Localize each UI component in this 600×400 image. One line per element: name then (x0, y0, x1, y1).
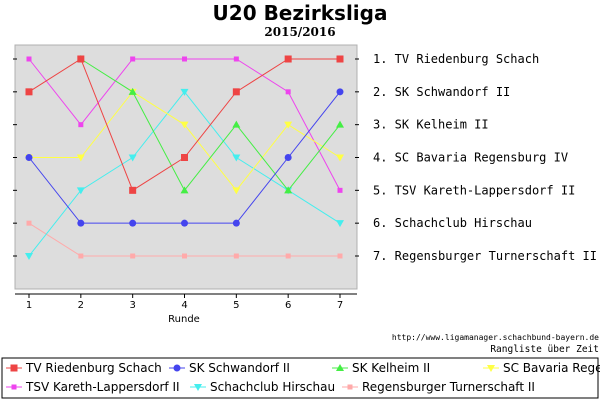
data-point (129, 219, 137, 227)
legend-marker (11, 384, 17, 390)
data-point (25, 253, 33, 260)
rank-label: 6. Schachclub Hirschau (373, 216, 532, 230)
data-point (336, 154, 344, 162)
data-point (181, 154, 188, 161)
x-tick-label: 4 (181, 300, 187, 311)
series-2 (25, 88, 344, 227)
y-tick-marks (13, 58, 359, 257)
data-point (180, 88, 189, 96)
legend-label: TV Riedenburg Schach (25, 361, 162, 375)
data-point (128, 87, 137, 95)
data-point (182, 56, 187, 62)
rank-label: 7. Regensburger Turnerschaft II (373, 249, 597, 263)
rank-label: 2. SK Schwandorf II (373, 85, 510, 99)
x-tick-label: 1 (26, 300, 32, 311)
rank-labels: 1. TV Riedenburg Schach 2. SK Schwandorf … (373, 52, 597, 263)
data-point (337, 187, 343, 193)
data-point (25, 154, 33, 161)
data-point (336, 88, 344, 96)
data-point (284, 121, 293, 129)
data-point (232, 154, 241, 162)
legend-marker (487, 365, 495, 372)
legend-item: SK Schwandorf II (169, 361, 290, 375)
data-point (336, 55, 344, 63)
rank-label: 4. SC Bavaria Regensburg IV (373, 151, 568, 165)
legend-label: TSV Kareth-Lappersdorf II (25, 380, 180, 394)
legend-marker (347, 384, 353, 390)
legend-marker (10, 364, 18, 372)
legend-marker (194, 384, 202, 391)
legend-marker (173, 364, 181, 372)
plot-area (14, 44, 358, 290)
data-point (284, 186, 293, 194)
data-point (232, 219, 240, 227)
legend-item: SC Bavaria Regensburg IV (483, 361, 600, 375)
legend-item: Schachclub Hirschau (190, 380, 335, 394)
legend-label: Regensburger Turnerschaft II (362, 380, 535, 394)
data-point (285, 253, 291, 259)
series-7 (26, 220, 343, 259)
legend-item: TSV Kareth-Lappersdorf II (6, 380, 180, 394)
chart-title: U20 Bezirksliga (213, 1, 388, 25)
data-point (233, 253, 239, 259)
data-point (232, 120, 241, 128)
legend-label: Schachclub Hirschau (210, 380, 335, 394)
data-point (130, 253, 136, 259)
chart-subtitle: 2015/2016 (264, 25, 335, 39)
x-tick-label: 5 (233, 300, 239, 311)
legend: TV Riedenburg Schach SK Schwandorf II SK K… (6, 361, 600, 394)
data-point (78, 253, 84, 259)
x-tick-label: 6 (285, 300, 291, 311)
data-point (76, 154, 85, 162)
data-point (77, 55, 85, 63)
legend-item: TV Riedenburg Schach (6, 361, 162, 375)
series-5 (26, 56, 343, 193)
legend-item: SK Kelheim II (332, 361, 430, 375)
x-tick-label: 3 (129, 300, 135, 311)
data-point (26, 56, 32, 62)
data-point (77, 219, 85, 227)
legend-label: SK Kelheim II (352, 361, 430, 375)
data-point (233, 56, 239, 62)
chart-caption: Rangliste über Zeit (490, 344, 599, 355)
data-point (129, 186, 137, 194)
data-point (285, 89, 291, 95)
data-point (180, 186, 189, 194)
legend-box (1, 357, 599, 399)
series-layer (25, 55, 344, 260)
data-point (232, 88, 240, 96)
series-1 (25, 55, 344, 194)
data-point (181, 219, 188, 227)
data-point (78, 122, 84, 128)
x-axis-label: Runde (168, 314, 200, 325)
data-point (26, 220, 32, 226)
data-point (284, 55, 292, 63)
legend-marker (336, 364, 344, 371)
legend-item: Regensburger Turnerschaft II (342, 380, 535, 394)
series-line (80, 58, 341, 192)
rank-label: 5. TSV Kareth-Lappersdorf II (373, 183, 575, 197)
legend-label: SC Bavaria Regensburg IV (503, 361, 600, 375)
rank-label: 1. TV Riedenburg Schach (373, 52, 539, 66)
data-point (25, 88, 33, 96)
x-tick-label: 7 (337, 300, 343, 311)
x-tick-label: 2 (78, 300, 84, 311)
data-point (130, 56, 136, 62)
data-point (336, 220, 344, 228)
data-point (232, 187, 241, 195)
data-point (336, 120, 344, 128)
data-point (180, 121, 189, 129)
x-axis: 1 2 3 4 5 6 7 (15, 293, 357, 311)
data-point (76, 187, 85, 195)
source-note: http://www.ligamanager.schachbund-bayern… (392, 333, 599, 342)
data-point (182, 253, 187, 259)
data-point (284, 154, 292, 161)
legend-label: SK Schwandorf II (189, 361, 290, 375)
data-point (128, 154, 137, 162)
rank-label: 3. SK Kelheim II (373, 118, 489, 132)
data-point (337, 253, 343, 259)
